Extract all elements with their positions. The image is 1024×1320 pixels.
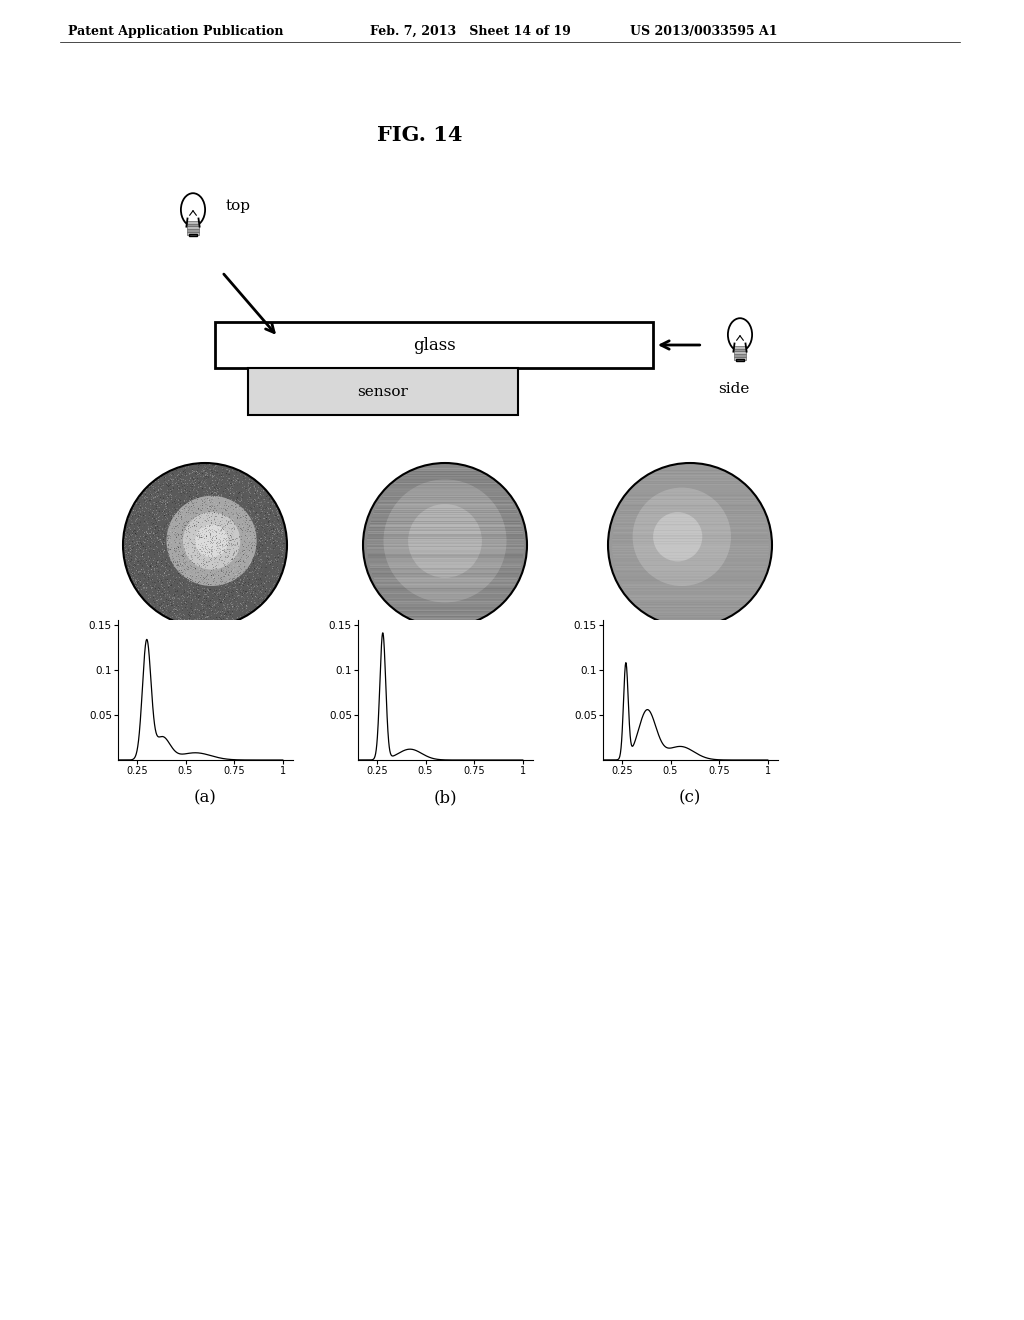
Text: side: side <box>718 381 750 396</box>
Circle shape <box>653 512 702 561</box>
Bar <box>186 227 199 230</box>
Bar <box>735 359 744 362</box>
Ellipse shape <box>181 193 205 226</box>
Bar <box>186 230 199 232</box>
Text: Silver powder
top illumination: Silver powder top illumination <box>379 638 512 667</box>
Bar <box>734 351 746 354</box>
Bar <box>186 223 199 227</box>
Bar <box>186 220 199 223</box>
Text: Feb. 7, 2013   Sheet 14 of 19: Feb. 7, 2013 Sheet 14 of 19 <box>370 25 570 38</box>
Text: US 2013/0033595 A1: US 2013/0033595 A1 <box>630 25 777 38</box>
Text: Bronze flakes
top illumination: Bronze flakes top illumination <box>138 638 271 667</box>
Text: glass: glass <box>413 337 456 354</box>
Circle shape <box>409 504 482 578</box>
Circle shape <box>167 496 257 586</box>
Circle shape <box>362 463 527 627</box>
Bar <box>186 232 199 235</box>
Circle shape <box>633 487 731 586</box>
Bar <box>734 348 746 351</box>
Ellipse shape <box>728 318 752 351</box>
Circle shape <box>183 512 241 570</box>
Circle shape <box>384 479 507 602</box>
Bar <box>734 354 746 358</box>
Bar <box>734 358 746 360</box>
Bar <box>215 322 653 368</box>
Bar <box>187 219 199 228</box>
Text: FIG. 14: FIG. 14 <box>377 125 463 145</box>
Circle shape <box>608 463 772 627</box>
Bar <box>188 234 198 236</box>
Text: Silver powder
side illumination: Silver powder side illumination <box>620 638 760 667</box>
Circle shape <box>196 524 228 557</box>
Circle shape <box>123 463 287 627</box>
Text: (b): (b) <box>433 789 457 807</box>
Text: Patent Application Publication: Patent Application Publication <box>68 25 284 38</box>
Bar <box>734 343 745 354</box>
Text: top: top <box>226 199 251 214</box>
Bar <box>248 368 518 414</box>
Text: (a): (a) <box>194 789 216 807</box>
Bar <box>734 346 746 348</box>
Text: sensor: sensor <box>357 384 409 399</box>
Text: (c): (c) <box>679 789 701 807</box>
